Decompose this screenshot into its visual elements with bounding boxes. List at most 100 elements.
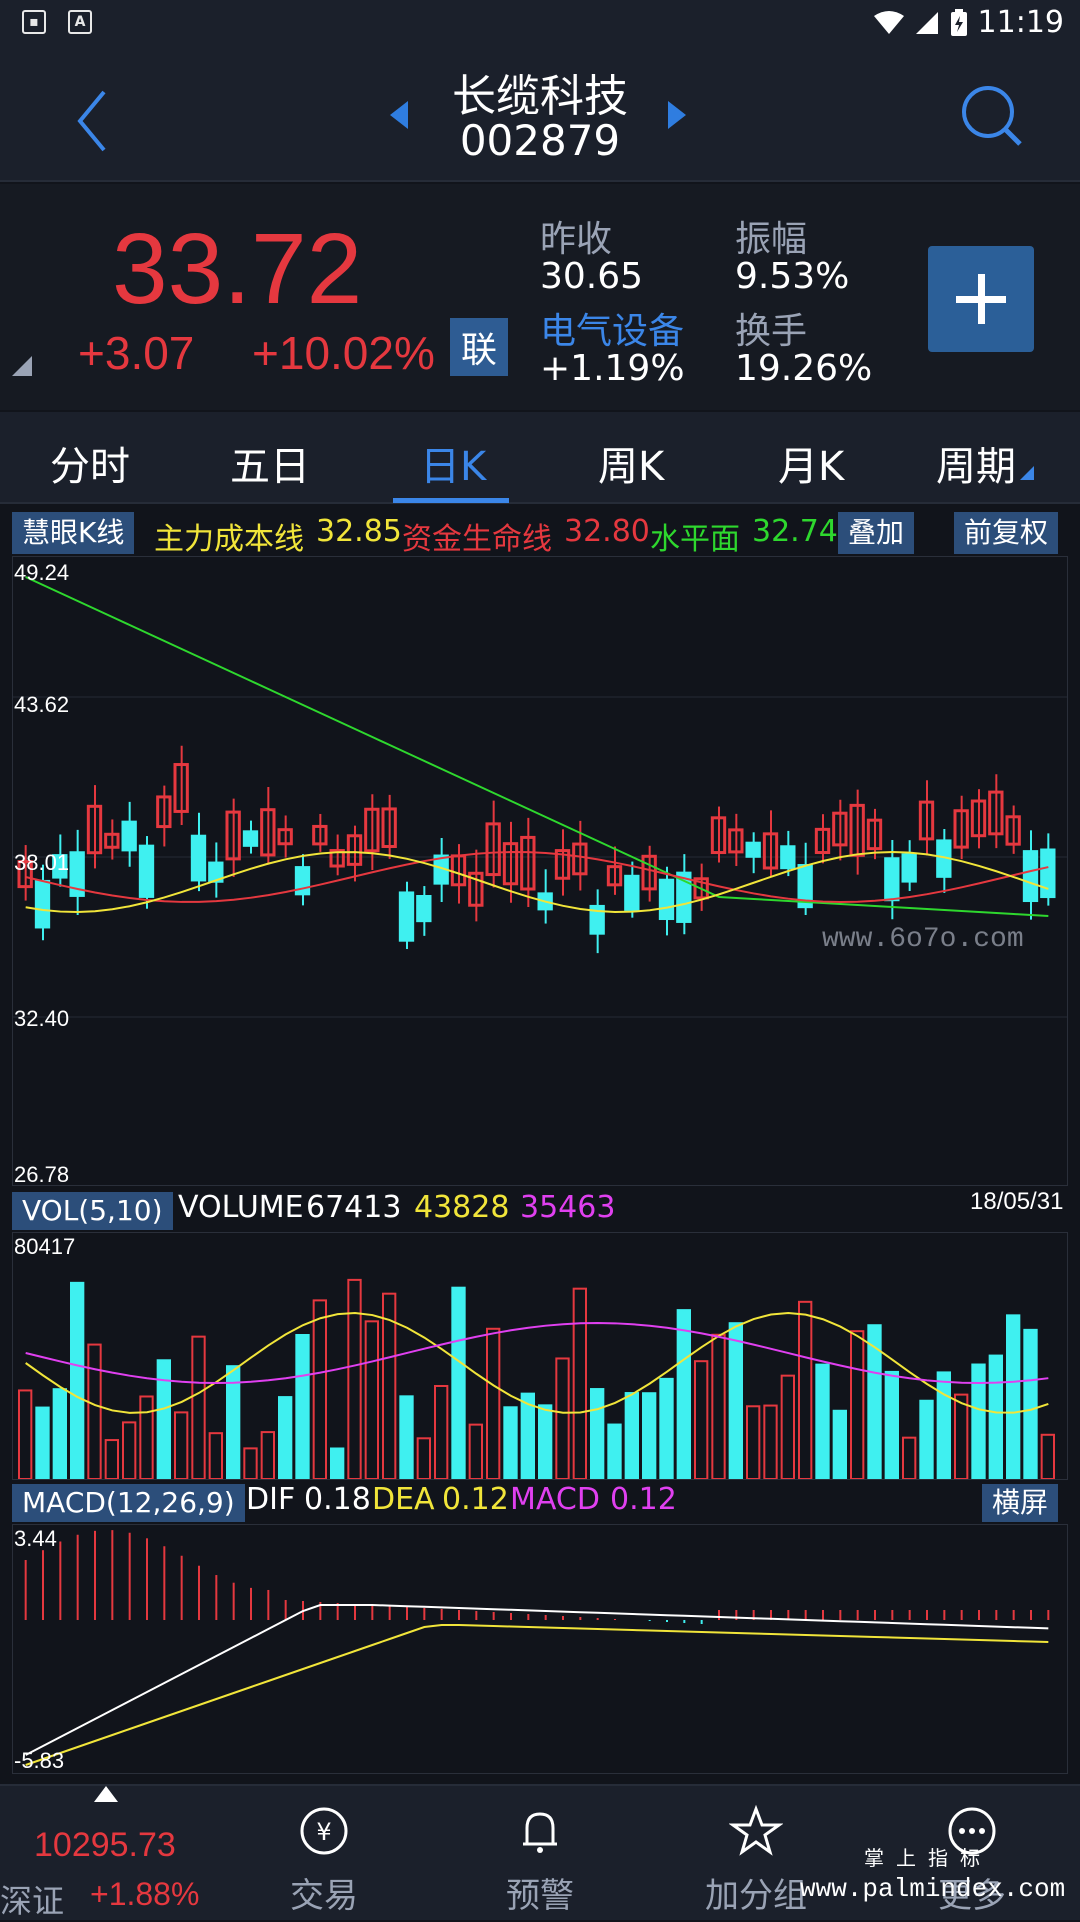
tab-daily-k[interactable]: 日K: [420, 444, 487, 490]
cost-line-label: 主力成本线: [154, 522, 304, 557]
macd-svg: [24, 1530, 1050, 1766]
quote-panel: 33.72 +3.07 +10.02% 联 昨收 30.65 电气设备 +1.1…: [0, 184, 1080, 410]
volume-bar: [832, 1409, 848, 1480]
candle-body: [606, 865, 623, 887]
tab-weekly-k[interactable]: 周K: [598, 444, 665, 490]
candle-body: [346, 834, 363, 866]
dea-line: [25, 1624, 1049, 1766]
volume-bar: [191, 1335, 206, 1481]
sector-label[interactable]: 电气设备: [540, 311, 685, 352]
landscape-button[interactable]: 横屏: [982, 1484, 1059, 1522]
nav-more[interactable]: 更多: [892, 1804, 1052, 1917]
tab-monthly-k[interactable]: 月K: [778, 444, 845, 490]
search-icon[interactable]: [958, 82, 1024, 148]
volume-bar: [1023, 1328, 1038, 1480]
volume-label: VOLUME: [178, 1190, 304, 1225]
volume-bar: [434, 1384, 449, 1480]
active-tab-underline: [393, 498, 509, 503]
candle-body: [866, 818, 883, 851]
tab-five-day[interactable]: 五日: [230, 444, 310, 490]
link-badge[interactable]: 联: [450, 318, 508, 376]
candle-body: [277, 828, 293, 846]
candle-body: [589, 904, 605, 935]
turnover-label: 换手: [735, 311, 808, 352]
candle-body: [745, 841, 761, 858]
gallery-icon: ▪: [22, 10, 46, 34]
macd-chart[interactable]: [12, 1524, 1068, 1774]
adjust-button[interactable]: 前复权: [954, 512, 1059, 554]
candle-body: [121, 820, 137, 852]
tab-intraday[interactable]: 分时: [50, 444, 130, 490]
add-watchlist-button[interactable]: [928, 246, 1034, 352]
volume-bar: [35, 1406, 50, 1480]
candle-body: [520, 835, 536, 891]
volume-bar: [694, 1360, 709, 1481]
index-ticker[interactable]: 10295.73 深证 +1.88%: [0, 1786, 200, 1922]
candle-body: [156, 795, 172, 829]
candle-body: [780, 845, 796, 870]
volume-bar: [174, 1411, 189, 1480]
index-value: 10295.73: [34, 1826, 176, 1864]
nav-trade[interactable]: ¥ 交易: [244, 1804, 404, 1917]
index-pct: +1.88%: [90, 1876, 200, 1912]
candle-body: [364, 807, 380, 853]
kline-chart[interactable]: [12, 556, 1068, 1186]
candle-body: [312, 824, 328, 846]
expand-corner-icon[interactable]: [12, 356, 32, 376]
candle-body: [86, 804, 103, 855]
candle-body: [988, 790, 1004, 836]
bell-icon: [523, 1812, 557, 1853]
chart-watermark: www.6o7o.com: [822, 924, 1024, 955]
overlay-button[interactable]: 叠加: [838, 512, 915, 554]
stock-name: 长缆科技: [452, 71, 628, 122]
svg-text:¥: ¥: [316, 1818, 331, 1846]
candle-body: [69, 851, 85, 897]
next-stock-icon[interactable]: [668, 101, 686, 129]
volume-bar: [642, 1392, 657, 1480]
volume-chart[interactable]: [12, 1232, 1068, 1481]
candle-body: [17, 860, 33, 889]
volume-value: 67413: [306, 1190, 402, 1225]
level-value: 32.74: [752, 514, 838, 549]
price-change: +3.07: [78, 327, 195, 379]
candle-body: [34, 879, 51, 929]
dif-label: DIF: [246, 1482, 296, 1517]
candle-body: [416, 894, 432, 923]
amplitude-label: 振幅: [735, 219, 808, 260]
volume-bar: [70, 1281, 85, 1480]
volume-bar: [330, 1447, 345, 1480]
level-label: 水平面: [650, 522, 740, 557]
bottom-nav: 10295.73 深证 +1.88% ¥ 交易 预警 加分组 更多 掌 上 指 …: [0, 1784, 1080, 1920]
tab-period-label: 周期: [936, 444, 1016, 490]
volume-bar: [87, 1343, 102, 1480]
candle-body: [572, 842, 588, 876]
star-icon: [729, 1804, 783, 1856]
volume-bar: [243, 1447, 258, 1480]
macd-label: MACD: [510, 1482, 600, 1517]
volume-bar: [503, 1406, 518, 1481]
volume-bar: [208, 1432, 224, 1481]
prev-stock-icon[interactable]: [390, 101, 408, 129]
tab-period[interactable]: 周期: [936, 434, 1034, 492]
nav-add-group[interactable]: 加分组: [676, 1804, 836, 1917]
dea-label: DEA: [372, 1482, 435, 1517]
candle-body: [52, 854, 68, 879]
volume-indicator-button[interactable]: VOL(5,10): [12, 1192, 173, 1230]
ma-red-line: [25, 851, 1049, 903]
back-icon[interactable]: [70, 86, 114, 156]
volume-ma10: 35463: [520, 1190, 616, 1225]
current-price: 33.72: [112, 213, 363, 325]
macd-indicator-button[interactable]: MACD(12,26,9): [12, 1484, 245, 1522]
kline-type-button[interactable]: 慧眼K线: [12, 512, 135, 554]
volume-axis-max: 80417: [14, 1234, 76, 1259]
font-icon: A: [68, 10, 92, 34]
candle-body: [728, 828, 744, 854]
candle-body: [173, 763, 189, 813]
candle-body: [502, 842, 519, 886]
battery-icon: [950, 8, 967, 36]
candle-body: [953, 809, 969, 849]
kline-axis-min: 26.78: [14, 1162, 70, 1187]
nav-alert[interactable]: 预警: [460, 1804, 620, 1917]
volume-bar: [295, 1334, 310, 1480]
amplitude-value: 9.53%: [735, 256, 850, 297]
